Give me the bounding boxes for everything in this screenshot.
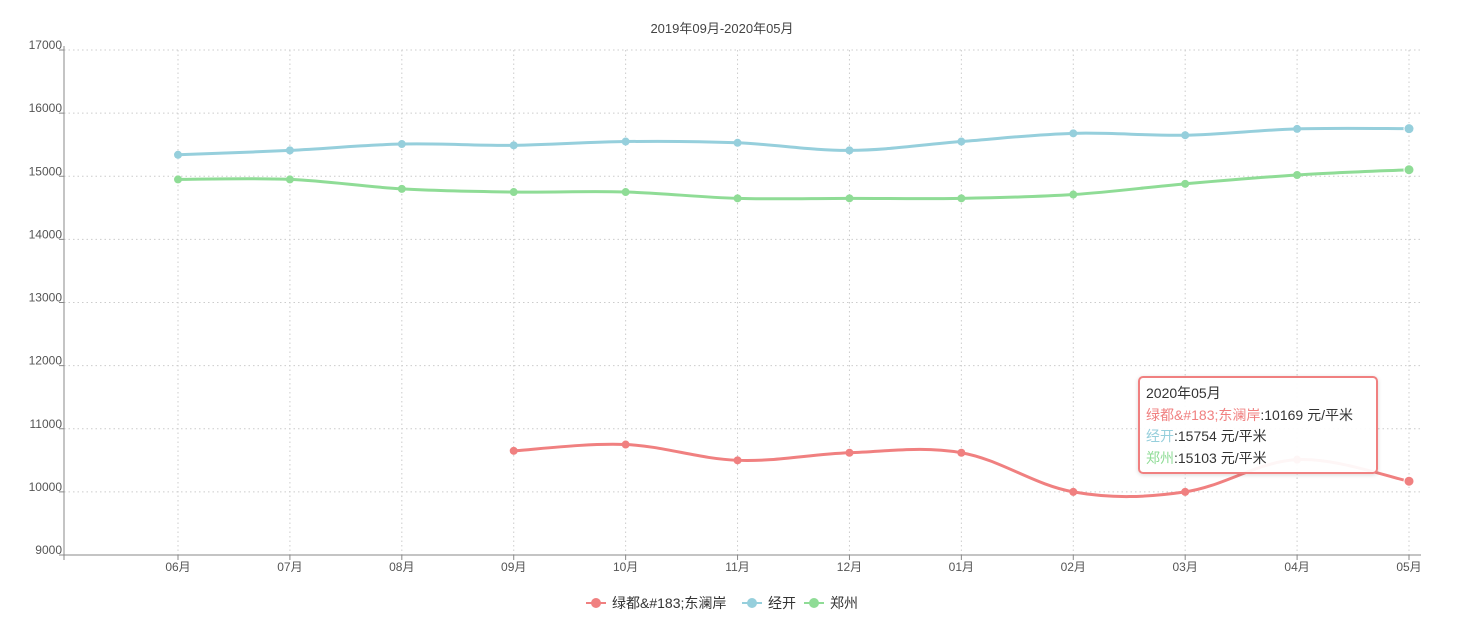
chart-tooltip: 2020年05月 绿都&#183;东澜岸:10169 元/平米 经开:15754…: [1138, 376, 1378, 474]
data-point: [285, 146, 294, 155]
data-point: [957, 194, 966, 203]
data-point: [957, 137, 966, 146]
y-tick-label: 14000: [29, 227, 63, 241]
data-point: [845, 146, 854, 155]
legend-label: 绿都&#183;东澜岸: [612, 595, 726, 611]
data-point: [1069, 487, 1078, 496]
data-point: [957, 448, 966, 457]
y-tick-label: 10000: [29, 480, 63, 494]
x-tick-label: 10月: [613, 560, 638, 574]
x-tick-label: 09月: [501, 560, 526, 574]
data-point: [174, 175, 182, 184]
data-point: [845, 448, 854, 457]
data-point: [1403, 475, 1415, 487]
data-point: [733, 194, 742, 203]
data-point: [1403, 164, 1415, 176]
y-tick-label: 17000: [29, 38, 63, 52]
x-tick-label: 05月: [1396, 560, 1421, 574]
data-point: [1293, 124, 1302, 133]
data-point: [509, 141, 518, 150]
data-point: [1181, 131, 1190, 140]
data-point: [397, 140, 406, 149]
data-point: [845, 194, 854, 203]
data-point: [733, 456, 742, 465]
tooltip-series-value: :10169 元/平米: [1260, 406, 1353, 423]
x-tick-label: 07月: [277, 560, 302, 574]
tooltip-series-name: 郑州: [1146, 449, 1174, 466]
x-tick-label: 08月: [389, 560, 414, 574]
tooltip-row-lvdu: 绿都&#183;东澜岸:10169 元/平米: [1146, 405, 1370, 427]
data-point: [621, 137, 630, 146]
y-tick-label: 9000: [35, 543, 62, 557]
y-tick-label: 13000: [29, 291, 63, 305]
legend-label: 郑州: [830, 595, 858, 611]
data-point: [509, 446, 518, 455]
data-point: [397, 184, 406, 193]
data-point: [174, 150, 182, 159]
x-tick-label: 06月: [165, 560, 190, 574]
data-point: [285, 175, 294, 184]
y-tick-label: 15000: [29, 164, 63, 178]
tooltip-row-jingkai: 经开:15754 元/平米: [1146, 426, 1370, 448]
data-point: [1181, 179, 1190, 188]
y-tick-label: 16000: [29, 101, 63, 115]
legend-label: 经开: [768, 595, 796, 611]
tooltip-title: 2020年05月: [1146, 385, 1221, 401]
tooltip-row-zhengzhou: 郑州:15103 元/平米: [1146, 448, 1370, 470]
x-tick-label: 11月: [725, 560, 749, 574]
data-point: [621, 440, 630, 449]
series-line-1: [177, 126, 1410, 157]
x-tick-label: 04月: [1284, 560, 1309, 574]
x-tick-label: 12月: [837, 560, 862, 574]
data-point: [1069, 190, 1078, 199]
y-tick-label: 12000: [29, 354, 63, 368]
data-point: [1069, 129, 1078, 138]
tooltip-series-name: 经开: [1146, 428, 1174, 444]
data-point: [1293, 170, 1302, 179]
legend-marker: [747, 598, 757, 608]
data-point: [1403, 123, 1415, 135]
data-point: [621, 188, 630, 197]
data-point: [509, 188, 518, 197]
tooltip-series-value: :15103 元/平米: [1174, 449, 1267, 466]
y-tick-label: 11000: [30, 417, 63, 431]
x-tick-label: 03月: [1173, 560, 1198, 574]
legend-marker: [591, 598, 601, 608]
x-tick-label: 01月: [949, 560, 974, 574]
data-point: [1181, 487, 1190, 496]
tooltip-series-value: :15754 元/平米: [1174, 428, 1267, 444]
legend-marker: [809, 598, 819, 608]
series-line-2: [177, 168, 1410, 201]
chart-title: 2019年09月-2020年05月: [650, 21, 793, 36]
x-tick-label: 02月: [1061, 560, 1086, 574]
data-point: [733, 138, 742, 147]
tooltip-series-name: 绿都&#183;东澜岸: [1146, 406, 1261, 423]
